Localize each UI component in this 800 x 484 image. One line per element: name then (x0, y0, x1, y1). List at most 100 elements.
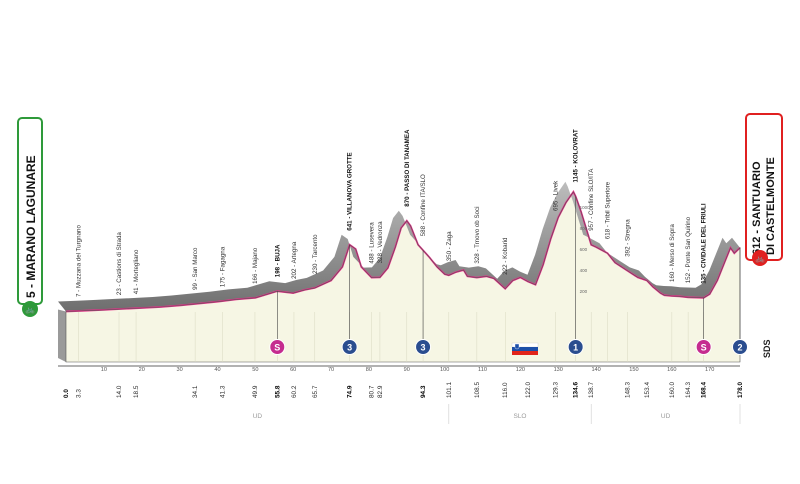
distance-label: 41.3 (219, 385, 226, 398)
distance-label: 168.4 (701, 382, 708, 398)
finish-label-line1: 612 - SANTUARIO (751, 161, 763, 255)
waypoint-label: 222 - Kobarid (502, 237, 509, 275)
km-tick-label: 80 (366, 367, 372, 373)
km-tick-label: 10 (101, 367, 107, 373)
waypoint-label: 166 - Majano (252, 247, 259, 284)
marker-icons: S 3 3 1 S 2 (269, 196, 748, 355)
sds-logo: SDS (762, 339, 772, 358)
marker-label: 1 (573, 343, 578, 353)
distance-label: 74.9 (347, 385, 354, 398)
km-tick-label: 110 (478, 367, 487, 373)
altitude-tick-label: 1000 (580, 205, 591, 210)
km-tick-label: 40 (214, 367, 220, 373)
km-tick-label: 130 (554, 367, 563, 373)
waypoint-label: 957 - Confine SLO/ITA (588, 168, 595, 231)
waypoint-label: 1145 - KOLOVRAT (573, 129, 580, 182)
distance-label: 49.9 (252, 385, 259, 398)
km-tick-label: 90 (404, 367, 410, 373)
distance-label: 34.1 (192, 385, 199, 398)
slovenia-flag-icon (511, 342, 539, 355)
kom-marker-icon: 3 (341, 244, 358, 355)
waypoint-label: 41 - Mortegliano (133, 249, 140, 294)
waypoint-label: 160 - Merso di Sopra (669, 224, 676, 282)
profile-front-face (66, 191, 740, 362)
start-badge: 5 - MARANO LAGUNARE 🚲 (17, 117, 43, 317)
waypoint-label: 392 - Stregna (625, 219, 632, 257)
profile-top-band (58, 181, 740, 312)
terrain-base (58, 181, 741, 363)
distance-label: 80.7 (369, 385, 376, 398)
svg-text:🚲: 🚲 (755, 254, 765, 263)
waypoint-label: 870 - PASSO DI TANAMEA (404, 129, 411, 207)
marker-disc (341, 339, 358, 355)
distance-label: 94.3 (420, 385, 427, 398)
waypoint-label: 350 - Zaga (446, 231, 453, 261)
profile-side-face (58, 309, 66, 362)
distance-label: 134.6 (573, 382, 580, 398)
sprint-marker-icon: S (695, 297, 712, 355)
distance-label: 3.3 (76, 389, 83, 398)
km-tick-label: 140 (591, 367, 600, 373)
svg-text:🚲: 🚲 (25, 305, 35, 314)
start-label: 5 - MARANO LAGUNARE (24, 155, 38, 298)
marker-label: S (274, 343, 280, 353)
region-label: UD (661, 413, 671, 420)
km-tick-label: 160 (667, 367, 676, 373)
distance-label: 138.7 (588, 382, 595, 398)
altitude-tick-label: 400 (580, 268, 588, 273)
finish-bike-icon (752, 250, 768, 266)
waypoint-label: 230 - Tarcento (312, 234, 319, 274)
km-tick-label: 20 (139, 367, 145, 373)
region-label: UD (253, 413, 263, 420)
distance-label: 18.5 (133, 385, 140, 398)
distance-label: 153.4 (644, 382, 651, 398)
distance-label: 101.1 (446, 382, 453, 398)
distance-label: 14.0 (116, 385, 123, 398)
km-tick-label: 100 (440, 367, 449, 373)
distance-label: 116.0 (502, 382, 509, 398)
distance-label: 108.5 (474, 382, 481, 398)
marker-label: 2 (737, 343, 742, 353)
distance-label: 148.3 (625, 382, 632, 398)
altitude-tick-labels: 200 400 600 800 1000 (580, 205, 591, 294)
waypoint-label: 135 - CIVIDALE DEL FRIULI (701, 203, 708, 284)
km-tick-label: 50 (252, 367, 258, 373)
altitude-tick-label: 800 (580, 226, 588, 231)
marker-disc (269, 339, 286, 355)
km-tick-label: 170 (705, 367, 714, 373)
km-tick-label: 120 (516, 367, 525, 373)
marker-label: 3 (347, 343, 352, 353)
marker-label: S (701, 343, 707, 353)
waypoint-label: 588 - Confine ITA/SLO (420, 174, 427, 236)
distance-label: 0.0 (63, 389, 70, 398)
marker-label: 3 (421, 343, 426, 353)
marker-disc (415, 339, 432, 355)
distance-label: 160.0 (669, 382, 676, 398)
waypoint-label: 99 - San Marco (192, 247, 199, 290)
waypoint-label: 175 - Fagagna (219, 246, 226, 287)
waypoint-label: 23 - Castions di Strada (116, 232, 123, 295)
distance-label: 129.3 (553, 382, 560, 398)
waypoint-label: 198 - BUJA (274, 244, 281, 277)
distance-label: 164.3 (685, 382, 692, 398)
finish-badge: 612 - SANTUARIO DI CASTELMONTE 🚲 (745, 113, 783, 266)
start-bike-icon (22, 301, 38, 317)
distance-label: 55.8 (274, 385, 281, 398)
waypoint-label: 641 - VILLANOVA GROTTE (347, 152, 354, 230)
marker-disc (695, 339, 712, 355)
km-tick-label: 150 (629, 367, 638, 373)
sprint-marker-icon: S (269, 291, 286, 355)
kom-marker-icon: 3 (415, 250, 432, 355)
waypoint-label: 618 - Tribil Superiore (605, 181, 612, 239)
waypoint-label: 488 - Lusevera (369, 222, 376, 264)
waypoint-label: 202 - Artegna (291, 241, 298, 279)
km-tick-label: 60 (290, 367, 296, 373)
waypoint-labels: 7 - Muzzana del Turgnano 23 - Castions di… (76, 129, 708, 297)
kom-marker-icon: 1 (567, 196, 584, 355)
km-tick-label: 30 (176, 367, 182, 373)
waypoint-label: 328 - Trnovo ob Soci (474, 206, 481, 263)
altitude-tick-label: 600 (580, 247, 588, 252)
distance-label: 82.9 (377, 385, 384, 398)
marker-disc (732, 339, 748, 355)
